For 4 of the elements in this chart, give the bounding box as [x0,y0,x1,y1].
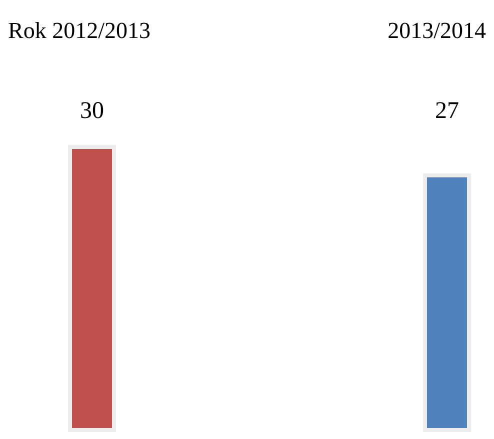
x-tick-label: Rok 2012/2013 [8,18,150,43]
data-label: 27 [435,98,459,124]
x-tick-label: 2013/2014 [388,18,486,43]
data-label: 30 [80,98,104,124]
